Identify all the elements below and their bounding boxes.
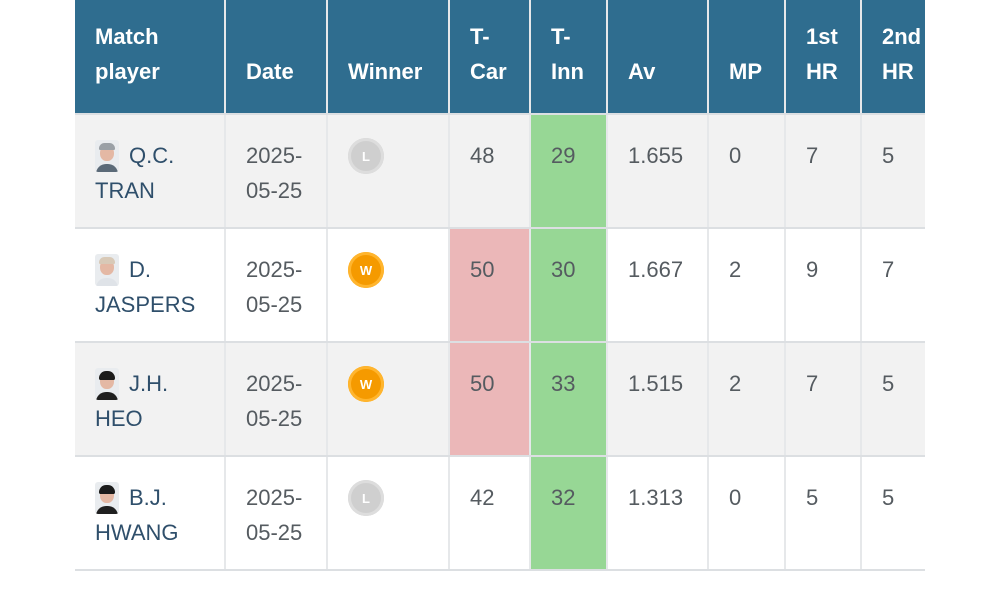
win-badge-icon: W <box>348 366 384 402</box>
average-cell: 1.655 <box>607 114 709 229</box>
match-points-cell: 0 <box>708 456 786 571</box>
date-part-year: 2025- <box>246 371 303 396</box>
date-part-year: 2025- <box>246 257 303 282</box>
date-part-year: 2025- <box>246 485 303 510</box>
average-cell: 1.313 <box>607 456 709 571</box>
header-total-innings[interactable]: T- Inn <box>530 0 608 115</box>
player-initials[interactable]: J.H. <box>129 371 169 396</box>
date-part-day: 05-25 <box>246 520 303 545</box>
t-inn-cell: 30 <box>530 228 608 343</box>
player-cell[interactable]: D. JASPERS <box>75 228 226 343</box>
header-first-high-run[interactable]: 1st HR <box>785 0 862 115</box>
date-part-year: 2025- <box>246 143 303 168</box>
table-row: Q.C. TRAN 2025- 05-25 L 48 29 1.655 0 7 5 <box>75 114 925 229</box>
second-high-run-cell: 5 <box>861 456 925 571</box>
winner-cell: W <box>327 228 450 343</box>
header-match-points[interactable]: MP <box>708 0 786 115</box>
player-cell[interactable]: Q.C. TRAN <box>75 114 226 229</box>
second-high-run-cell: 5 <box>861 114 925 229</box>
loss-badge-icon: L <box>348 138 384 174</box>
t-inn-cell: 32 <box>530 456 608 571</box>
winner-cell: L <box>327 456 450 571</box>
first-high-run-cell: 7 <box>785 342 862 457</box>
table-row: B.J. HWANG 2025- 05-25 L 42 32 1.313 0 5 … <box>75 456 925 571</box>
header-second-high-run[interactable]: 2nd HR <box>861 0 925 115</box>
header-match-player[interactable]: Match player <box>75 0 226 115</box>
date-part-day: 05-25 <box>246 406 303 431</box>
first-high-run-cell: 5 <box>785 456 862 571</box>
match-points-cell: 2 <box>708 228 786 343</box>
player-avatar-icon <box>95 481 119 514</box>
table-row: J.H. HEO 2025- 05-25 W 50 33 1.515 2 7 5 <box>75 342 925 457</box>
date-cell: 2025- 05-25 <box>225 456 328 571</box>
win-badge-icon: W <box>348 252 384 288</box>
header-average[interactable]: Av <box>607 0 709 115</box>
player-initials[interactable]: Q.C. <box>129 143 175 168</box>
player-cell[interactable]: B.J. HWANG <box>75 456 226 571</box>
player-surname[interactable]: HEO <box>95 406 143 431</box>
t-inn-cell: 33 <box>530 342 608 457</box>
player-surname[interactable]: TRAN <box>95 178 155 203</box>
player-surname[interactable]: JASPERS <box>95 292 196 317</box>
results-table-container: Match player Date Winner T- Car T- Inn A… <box>75 0 925 572</box>
date-cell: 2025- 05-25 <box>225 114 328 229</box>
average-cell: 1.667 <box>607 228 709 343</box>
winner-cell: W <box>327 342 450 457</box>
match-points-cell: 0 <box>708 114 786 229</box>
match-points-cell: 2 <box>708 342 786 457</box>
t-inn-cell: 29 <box>530 114 608 229</box>
date-cell: 2025- 05-25 <box>225 228 328 343</box>
header-date[interactable]: Date <box>225 0 328 115</box>
loss-badge-icon: L <box>348 480 384 516</box>
t-car-cell: 48 <box>449 114 531 229</box>
first-high-run-cell: 9 <box>785 228 862 343</box>
player-avatar-icon <box>95 367 119 400</box>
winner-cell: L <box>327 114 450 229</box>
first-high-run-cell: 7 <box>785 114 862 229</box>
player-initials[interactable]: B.J. <box>129 485 167 510</box>
second-high-run-cell: 7 <box>861 228 925 343</box>
date-part-day: 05-25 <box>246 292 303 317</box>
player-cell[interactable]: J.H. HEO <box>75 342 226 457</box>
second-high-run-cell: 5 <box>861 342 925 457</box>
player-avatar-icon <box>95 253 119 286</box>
date-cell: 2025- 05-25 <box>225 342 328 457</box>
player-initials[interactable]: D. <box>129 257 151 282</box>
match-results-table: Match player Date Winner T- Car T- Inn A… <box>75 0 925 571</box>
player-surname[interactable]: HWANG <box>95 520 179 545</box>
average-cell: 1.515 <box>607 342 709 457</box>
date-part-day: 05-25 <box>246 178 303 203</box>
player-avatar-icon <box>95 139 119 172</box>
table-row: D. JASPERS 2025- 05-25 W 50 30 1.667 2 9 … <box>75 228 925 343</box>
t-car-cell: 42 <box>449 456 531 571</box>
header-winner[interactable]: Winner <box>327 0 450 115</box>
header-total-caroms[interactable]: T- Car <box>449 0 531 115</box>
t-car-cell: 50 <box>449 228 531 343</box>
table-header-row: Match player Date Winner T- Car T- Inn A… <box>75 0 925 115</box>
t-car-cell: 50 <box>449 342 531 457</box>
